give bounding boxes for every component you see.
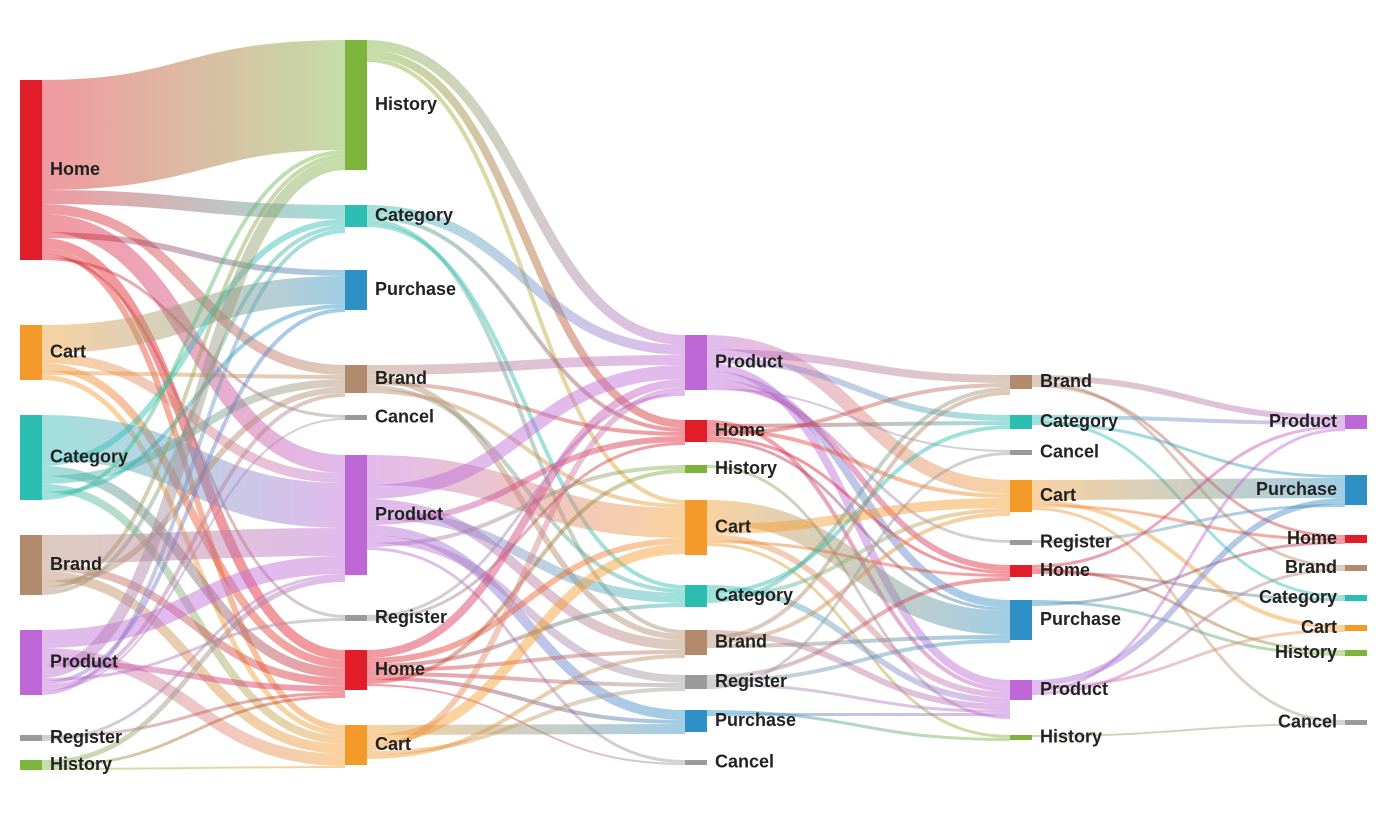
sankey-node — [1345, 535, 1367, 543]
sankey-node-label: Category — [375, 205, 453, 225]
sankey-node — [685, 675, 707, 689]
sankey-node — [685, 760, 707, 765]
sankey-node-label: Product — [1269, 411, 1337, 431]
sankey-node-label: Product — [50, 651, 118, 671]
sankey-node-label: Register — [715, 671, 787, 691]
sankey-node-label: History — [50, 754, 112, 774]
sankey-node — [20, 760, 42, 770]
sankey-node — [345, 615, 367, 621]
sankey-node-label: Product — [1040, 679, 1108, 699]
sankey-node — [20, 80, 42, 260]
sankey-node-label: Cancel — [1040, 441, 1099, 461]
sankey-node — [685, 630, 707, 655]
sankey-node — [345, 455, 367, 575]
sankey-node — [1010, 375, 1032, 389]
sankey-node — [1010, 450, 1032, 455]
sankey-node-label: Home — [1287, 528, 1337, 548]
sankey-node — [20, 535, 42, 595]
sankey-node — [345, 415, 367, 420]
sankey-node — [685, 500, 707, 555]
sankey-node-label: Brand — [715, 631, 767, 651]
sankey-node — [1345, 720, 1367, 725]
sankey-node — [1010, 540, 1032, 545]
sankey-node — [345, 650, 367, 690]
sankey-node — [20, 630, 42, 695]
sankey-node — [1345, 475, 1367, 505]
sankey-node — [1345, 565, 1367, 571]
sankey-node-label: Cart — [375, 734, 411, 754]
sankey-node-label: Category — [1040, 411, 1118, 431]
sankey-node — [1010, 415, 1032, 429]
sankey-node-label: Register — [1040, 531, 1112, 551]
sankey-node-label: Cart — [715, 516, 751, 536]
sankey-node-label: Category — [50, 446, 128, 466]
sankey-node-label: Cart — [50, 341, 86, 361]
sankey-node — [345, 365, 367, 393]
sankey-node-label: History — [1040, 726, 1102, 746]
sankey-node-label: History — [1275, 642, 1337, 662]
sankey-diagram: Home Cart Category Brand Product Register Hist… — [0, 0, 1388, 816]
sankey-node — [345, 725, 367, 765]
sankey-node — [1010, 480, 1032, 512]
sankey-node-label: Purchase — [375, 279, 456, 299]
sankey-node-label: Purchase — [715, 710, 796, 730]
sankey-node-label: Product — [375, 504, 443, 524]
sankey-node — [1010, 600, 1032, 640]
sankey-node-label: Category — [715, 585, 793, 605]
sankey-node — [345, 270, 367, 310]
sankey-node — [1345, 415, 1367, 429]
sankey-node-label: Product — [715, 351, 783, 371]
sankey-node-label: Home — [375, 659, 425, 679]
sankey-node-label: Cancel — [715, 751, 774, 771]
sankey-node — [345, 205, 367, 227]
sankey-node-label: Category — [1259, 587, 1337, 607]
sankey-node-label: Cart — [1040, 485, 1076, 505]
sankey-node — [1345, 625, 1367, 631]
sankey-node — [1345, 595, 1367, 601]
sankey-node — [20, 325, 42, 380]
sankey-node — [20, 415, 42, 500]
sankey-node-label: Home — [715, 420, 765, 440]
sankey-node-label: Brand — [1285, 557, 1337, 577]
sankey-node — [1345, 650, 1367, 656]
sankey-node-label: Cart — [1301, 617, 1337, 637]
sankey-node-label: Brand — [375, 368, 427, 388]
sankey-node — [1010, 735, 1032, 740]
sankey-node — [20, 735, 42, 741]
sankey-node-label: Home — [50, 159, 100, 179]
sankey-node — [685, 710, 707, 732]
sankey-node — [685, 585, 707, 607]
sankey-node-label: Purchase — [1040, 609, 1121, 629]
sankey-node-label: History — [715, 458, 777, 478]
sankey-node-label: Home — [1040, 560, 1090, 580]
sankey-link — [42, 95, 345, 135]
sankey-node — [1010, 680, 1032, 700]
sankey-node-label: Purchase — [1256, 479, 1337, 499]
sankey-svg: Home Cart Category Brand Product Register Hist… — [0, 0, 1388, 816]
sankey-node — [345, 40, 367, 170]
sankey-node-label: Brand — [1040, 371, 1092, 391]
sankey-node — [1010, 565, 1032, 577]
links-layer — [42, 45, 1345, 769]
sankey-node-label: Cancel — [1278, 711, 1337, 731]
sankey-node-label: Register — [375, 607, 447, 627]
sankey-node-label: Register — [50, 727, 122, 747]
sankey-node-label: History — [375, 94, 437, 114]
sankey-node — [685, 465, 707, 473]
sankey-node-label: Brand — [50, 554, 102, 574]
sankey-node-label: Cancel — [375, 406, 434, 426]
sankey-node — [685, 420, 707, 442]
sankey-node — [685, 335, 707, 390]
